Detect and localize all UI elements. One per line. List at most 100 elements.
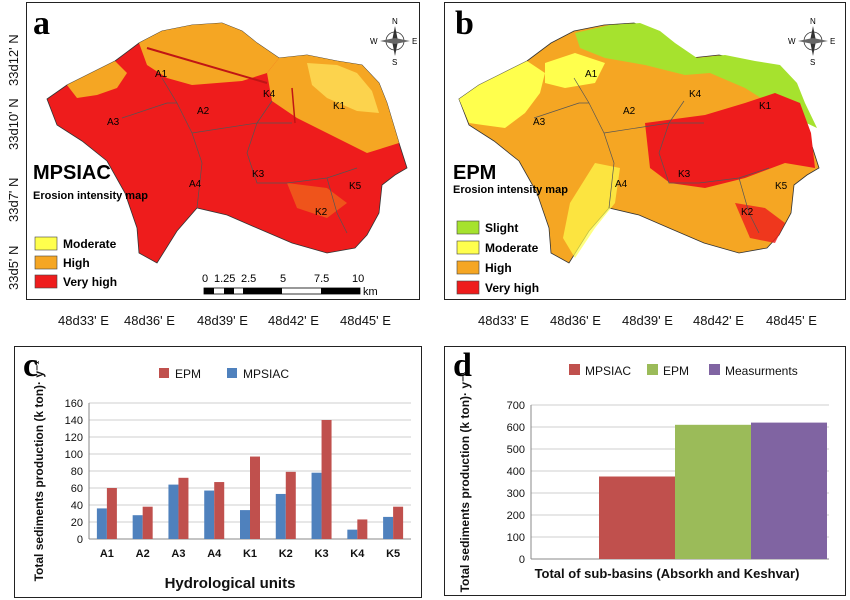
unit-label-b-a3: A3	[533, 117, 546, 128]
legend-label-mpsiac-d: MPSIAC	[585, 364, 631, 378]
bar-mpsiac-a2	[132, 515, 143, 539]
bar-measurments-total-of-sub-basins-absorkh-and-keshvar-	[751, 422, 827, 559]
chart-d-svg: 0 100 200 300 400 500 600 700 MPSIAC EPM Measurmen…	[458, 364, 829, 593]
legend-swatch-moderate-a	[34, 236, 58, 251]
map-panel-b: b A1 A2 A3 A4 K1 K2 K3 K4 K5 N S E W EPM…	[444, 2, 846, 300]
unit-label-a1: A1	[155, 69, 168, 80]
legend-label-high-b: High	[485, 261, 512, 275]
y-tick-label: 40	[71, 500, 83, 512]
subtitle-a: Erosion intensity map	[33, 190, 148, 202]
unit-label-a4: A4	[189, 179, 202, 190]
lon-label-b-2: 48d36' E	[550, 313, 601, 328]
scale-tick-2: 2.5	[241, 273, 256, 285]
unit-label-b-k3: K3	[678, 169, 691, 180]
x-tick-label: K5	[386, 548, 400, 560]
lon-label-b-1: 48d33' E	[478, 313, 529, 328]
legend-swatch-slight-b	[456, 220, 480, 235]
x-tick-label: A3	[171, 548, 185, 560]
legend-swatch-epm-d	[647, 364, 658, 375]
x-tick-label: K2	[279, 548, 293, 560]
y-tick-label: 400	[507, 466, 525, 478]
x-axis-title-c: Hydrological units	[165, 575, 296, 592]
veryhigh-zone-b-k2	[735, 203, 785, 243]
veryhigh-zone-b-k3	[645, 93, 815, 188]
bar-mpsiac-k3	[311, 472, 322, 539]
bar-epm-a3	[178, 477, 189, 539]
scale-bar: 0 1.25 2.5 5 7.5 10 km	[202, 273, 378, 298]
compass-n: N	[392, 17, 398, 26]
legend-swatch-mpsiac-c	[227, 368, 237, 378]
unit-label-b-a2: A2	[623, 106, 636, 117]
moderate-zone-b-a1	[545, 53, 605, 88]
y-tick-label: 80	[71, 466, 83, 478]
bar-epm-a4	[214, 482, 225, 539]
lat-label-3: 33d7' N	[6, 177, 21, 222]
lat-label-1: 33d12' N	[6, 34, 21, 86]
legend-swatch-mpsiac-d	[569, 364, 580, 375]
y-tick-label: 60	[71, 483, 83, 495]
legend-label-measurments-d: Measurments	[725, 364, 798, 378]
subtitle-b: Erosion intensity map	[453, 184, 568, 196]
river-line	[146, 47, 268, 84]
y-tick-label: 0	[77, 534, 83, 546]
x-tick-label: A1	[100, 548, 114, 560]
unit-label-a3: A3	[107, 117, 120, 128]
slight-zone-b	[575, 23, 817, 128]
y-tick-label: 20	[71, 517, 83, 529]
legend-swatch-high-a	[34, 255, 58, 270]
legend-label-moderate-a: Moderate	[63, 237, 117, 251]
legend-label-mpsiac-c: MPSIAC	[243, 367, 289, 381]
subbasin-boundaries	[121, 77, 358, 234]
lat-label-4: 33d5' N	[6, 245, 21, 290]
scale-tick-5: 10	[352, 273, 364, 285]
moderate-zone-b-a3	[459, 61, 545, 128]
lon-label-b-3: 48d39' E	[622, 313, 673, 328]
unit-label-k3: K3	[252, 169, 265, 180]
high-zone-k2	[287, 183, 347, 218]
compass-s: S	[392, 58, 397, 67]
x-axis-title-d: Total of sub-basins (Absorkh and Keshvar…	[535, 566, 800, 581]
high-zone-k	[267, 55, 399, 153]
y-tick-label: 300	[507, 488, 525, 500]
unit-label-k5: K5	[349, 181, 362, 192]
compass-icon-b: N S E W	[788, 17, 835, 67]
y-tick-label: 160	[65, 398, 83, 410]
lon-label-b-4: 48d42' E	[693, 313, 744, 328]
unit-label-b-k2: K2	[741, 207, 754, 218]
panel-letter-c: c	[23, 347, 39, 384]
lon-label-a-4: 48d42' E	[268, 313, 319, 328]
bar-mpsiac-k2	[275, 493, 286, 539]
compass-e: E	[412, 37, 417, 46]
x-tick-label: K1	[243, 548, 257, 560]
bar-mpsiac-a4	[204, 490, 215, 539]
unit-label-a2: A2	[197, 106, 210, 117]
unit-label-b-k5: K5	[775, 181, 788, 192]
bar-mpsiac-total-of-sub-basins-absorkh-and-keshvar-	[599, 476, 675, 559]
bar-epm-a2	[142, 506, 153, 539]
bar-epm-k4	[357, 519, 368, 539]
y-tick-label: 700	[507, 400, 525, 412]
compass-b-s: S	[810, 58, 815, 67]
scale-unit: km	[363, 286, 378, 298]
mpsiac-map: A1 A2 A3 A4 K1 K2 K3 K4 K5 N S E W MPSIA…	[33, 17, 417, 298]
scale-tick-4: 7.5	[314, 273, 329, 285]
lon-label-a-1: 48d33' E	[58, 313, 109, 328]
bar-epm-a1	[106, 488, 117, 539]
y-tick-label: 120	[65, 432, 83, 444]
y-axis-title-d: Total sediments production (k ton)· y⁻¹	[458, 372, 472, 593]
river-line-2	[291, 87, 296, 124]
x-tick-label: A2	[136, 548, 150, 560]
panel-letter-b: b	[455, 5, 474, 42]
unit-label-k4: K4	[263, 89, 276, 100]
bar-mpsiac-a3	[168, 484, 179, 539]
x-tick-label: A4	[207, 548, 222, 560]
y-tick-label: 100	[65, 449, 83, 461]
chart-panel-d: d 0 100 200 300 400 500 600 700 MPSIAC EPM Measurm…	[444, 346, 846, 596]
legend-swatch-veryhigh-a	[34, 274, 58, 289]
compass-w: W	[370, 37, 378, 46]
unit-label-b-a4: A4	[615, 179, 628, 190]
bar-epm-k2	[285, 471, 296, 539]
y-tick-label: 500	[507, 444, 525, 456]
bar-mpsiac-a1	[96, 508, 107, 539]
panel-letter-d: d	[453, 347, 472, 384]
